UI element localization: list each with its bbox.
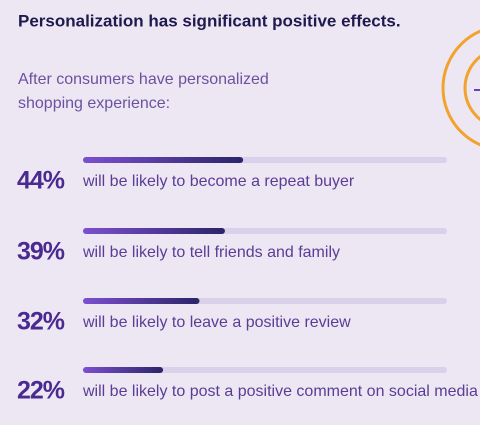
value-label: 39% xyxy=(17,238,65,266)
value-label: 32% xyxy=(17,308,65,336)
value-label: 44% xyxy=(17,167,65,195)
bar xyxy=(83,298,200,304)
bar xyxy=(83,157,244,163)
subtitle: shopping experience: xyxy=(18,95,170,112)
category-label: will be likely to become a repeat buyer xyxy=(82,173,355,190)
bar xyxy=(83,228,225,234)
category-label: will be likely to post a positive commen… xyxy=(82,383,478,400)
decor-ring xyxy=(441,29,480,147)
bar xyxy=(83,367,164,373)
category-label: will be likely to leave a positive revie… xyxy=(82,314,351,331)
value-label: 22% xyxy=(17,377,65,405)
bar-track xyxy=(83,367,447,373)
subtitle: After consumers have personalized xyxy=(18,71,269,88)
title: Personalization has significant positive… xyxy=(18,11,401,30)
decor-ring xyxy=(463,54,480,122)
category-label: will be likely to tell friends and famil… xyxy=(82,244,340,261)
